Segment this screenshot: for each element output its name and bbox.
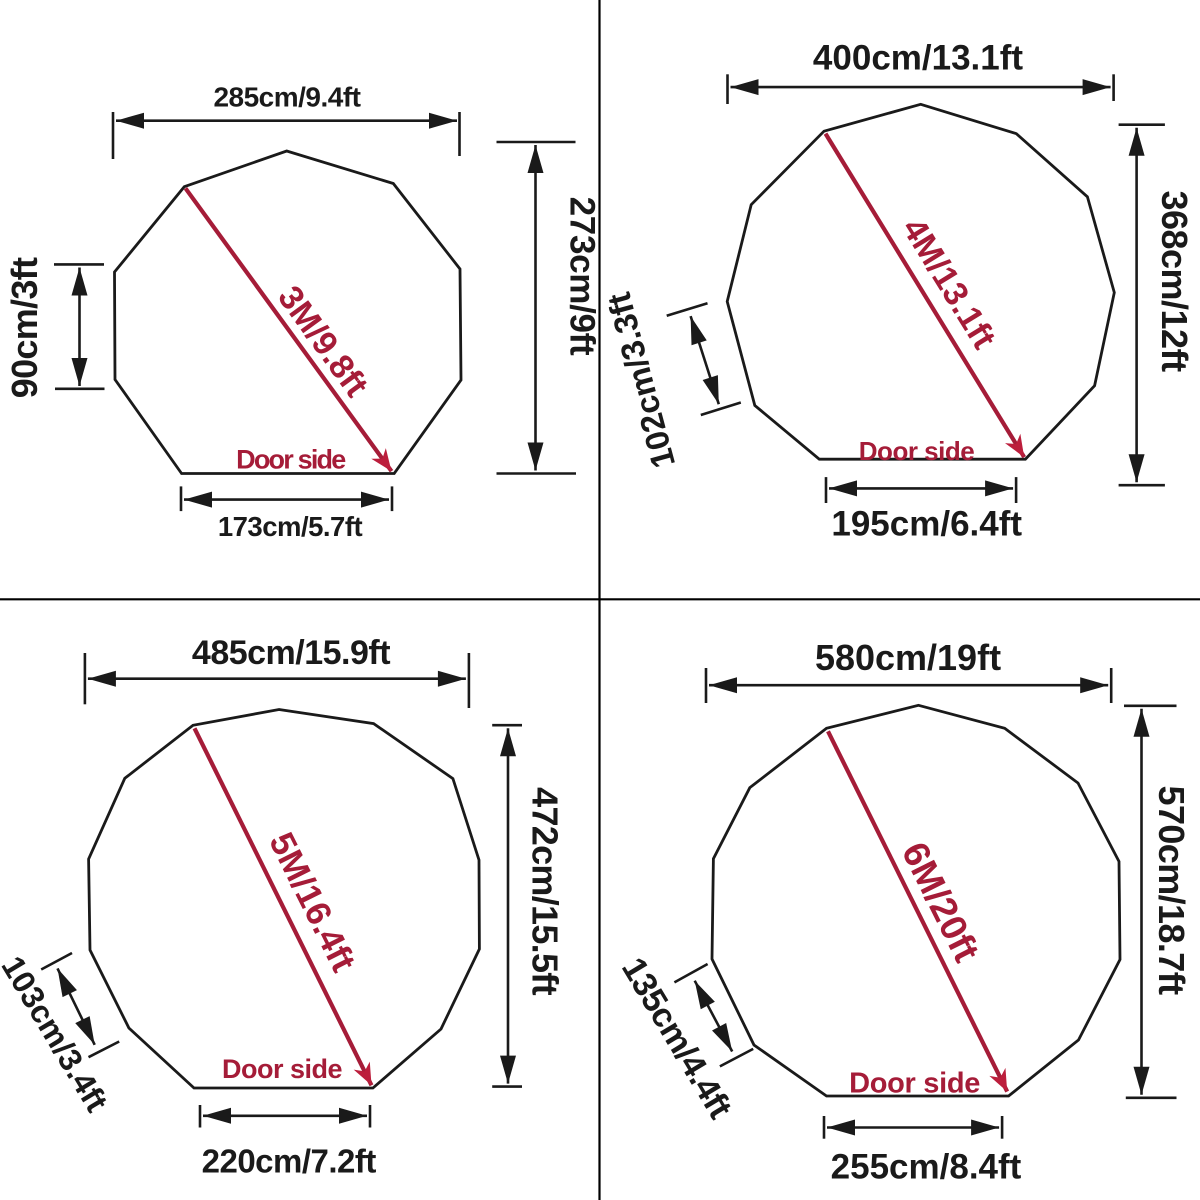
svg-text:Door side: Door side [849, 1068, 980, 1100]
svg-text:485cm/15.9ft: 485cm/15.9ft [192, 634, 390, 672]
svg-text:Door side: Door side [859, 436, 974, 466]
svg-text:400cm/13.1ft: 400cm/13.1ft [813, 39, 1023, 78]
svg-text:285cm/9.4ft: 285cm/9.4ft [213, 82, 360, 113]
svg-text:580cm/19ft: 580cm/19ft [815, 637, 1001, 678]
svg-text:368cm/12ft: 368cm/12ft [1154, 190, 1195, 372]
svg-text:570cm/18.7ft: 570cm/18.7ft [1151, 786, 1192, 996]
svg-text:90cm/3ft: 90cm/3ft [4, 257, 45, 398]
svg-text:273cm/9ft: 273cm/9ft [563, 197, 602, 356]
svg-text:Door side: Door side [236, 445, 346, 475]
svg-text:255cm/8.4ft: 255cm/8.4ft [831, 1148, 1022, 1187]
svg-text:173cm/5.7ft: 173cm/5.7ft [218, 511, 363, 542]
svg-text:195cm/6.4ft: 195cm/6.4ft [831, 505, 1022, 544]
svg-text:220cm/7.2ft: 220cm/7.2ft [202, 1143, 377, 1180]
svg-text:Door side: Door side [222, 1054, 343, 1084]
svg-text:472cm/15.5ft: 472cm/15.5ft [525, 787, 566, 995]
